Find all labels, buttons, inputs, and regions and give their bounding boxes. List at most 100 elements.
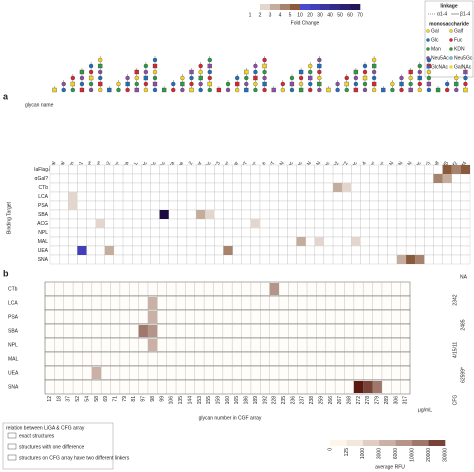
colorbar-tick-label: 4 [279,12,282,18]
legend-swatch [426,47,430,51]
cfg-number: 97 [141,396,147,402]
cell [259,200,270,211]
glycan-icon [143,87,149,93]
cfg-number: 153 [197,396,203,405]
cell [214,200,224,211]
cell [323,173,334,184]
cfg-number: 317 [403,396,409,405]
cell [424,173,434,184]
glycan-icon [88,75,94,81]
cfg-number: 99 [159,396,165,402]
cfg-number: 236 [290,396,296,405]
glycan-icon [125,81,130,87]
heat-cell [406,255,416,264]
glycan-icon [262,81,267,87]
glycan-icon [143,75,149,81]
cell [387,173,398,184]
cell [296,182,306,193]
cell [332,173,343,184]
heat-cell [68,192,78,201]
cell [387,164,398,175]
cell [424,236,434,247]
cell [287,209,297,220]
cell [360,236,370,247]
cell [132,245,142,256]
cell [104,164,115,175]
legend-swatch [426,56,430,60]
cell [241,182,251,193]
cell [232,164,242,175]
cell [214,254,224,265]
cell [205,164,215,175]
cell [323,245,334,256]
cell [323,200,334,211]
row-block [44,309,411,325]
glycan-icon [98,81,103,87]
panel-label: a [3,91,9,101]
cfg-number: 259 [318,396,324,405]
glycan-icon [152,81,158,87]
cell [305,191,315,202]
colorbar-cell [362,440,380,446]
cell [113,218,124,229]
cell [351,254,361,265]
cell [396,209,407,220]
colorbar-cell [395,440,413,446]
cell [186,227,197,238]
cell [132,200,142,211]
cell [77,200,87,211]
cell [59,209,69,220]
cell [86,182,96,193]
cell [168,209,178,220]
cfg-number: 159 [215,396,221,405]
glycan-icon [134,75,139,81]
cell [460,254,471,265]
glycan-icon [189,75,194,81]
cell [342,227,352,238]
glycan-icon [125,87,130,93]
glycan-icon [417,87,422,93]
glycan-icon [426,87,432,93]
heat-cell [95,219,105,228]
glycan-icon [107,87,112,93]
cell [369,200,379,211]
glycan-icon [317,75,322,81]
colorbar-tick-label: 6000 [393,448,399,459]
cell [424,191,434,202]
cell [195,236,206,247]
cell [177,164,188,175]
row-label: SNA [8,384,19,390]
legend-swatch [449,29,453,33]
cell [369,254,379,265]
glycan-icon [463,75,468,81]
cell [278,218,288,229]
legend-swatch [7,443,17,450]
cell [415,236,425,247]
row-label: CTb [8,286,18,292]
cell [451,254,461,265]
cell [104,182,115,193]
cfg-number: 18 [56,396,62,402]
cell [387,227,398,238]
glycan-icon [98,63,103,69]
glycan-icon [244,87,249,93]
legend-swatch [7,432,17,439]
cell [223,173,233,184]
cell [433,227,443,238]
cell [77,164,87,175]
heat-cell [442,165,452,174]
legend-label: Man [431,46,441,52]
colorbar-tick-label: 5 [289,12,292,18]
row-label: MAL [38,239,49,245]
glycan-icon [362,75,368,81]
cell [195,191,206,202]
row-label: IaFlag [34,167,48,173]
glycan-icon [70,81,75,87]
glycan-icon [308,87,313,93]
glycan-icon [271,87,276,93]
glycan-icon [180,87,185,93]
glycan-icon [244,69,249,75]
heat-cell [442,174,452,183]
cell [296,245,306,256]
cell [132,191,142,202]
